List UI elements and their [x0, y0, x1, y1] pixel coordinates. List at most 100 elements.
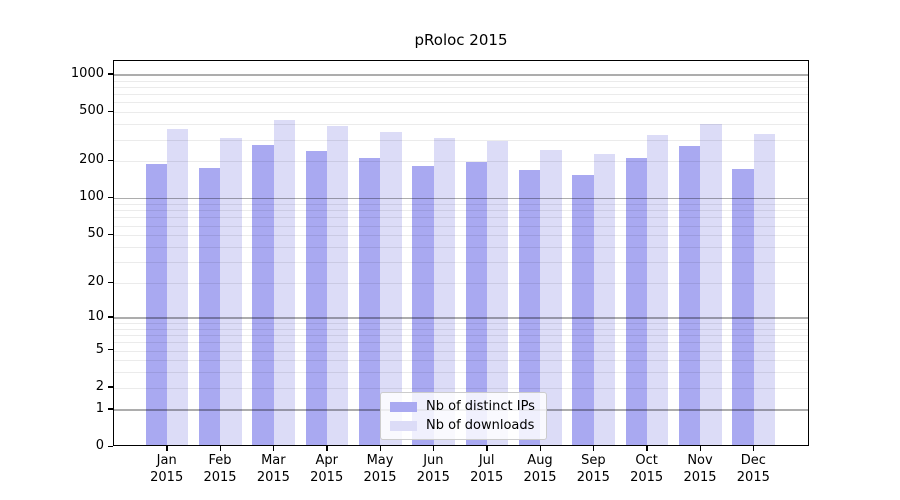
x-tick-year: 2015 [736, 470, 770, 485]
gridline-minor [114, 360, 808, 362]
y-tick-mark [108, 349, 113, 351]
x-tick-year: 2015 [256, 470, 290, 485]
gridline-minor [114, 350, 808, 352]
x-tick-year: 2015 [310, 470, 344, 485]
x-tick-label: Feb 2015 [190, 452, 250, 486]
x-tick-label: Aug 2015 [510, 452, 570, 486]
legend-entry-distinct-ips: Nb of distinct IPs [390, 399, 535, 414]
gridline-minor [114, 139, 808, 141]
gridline-minor [114, 94, 808, 96]
x-tick-month: May [366, 453, 394, 468]
y-tick-mark [108, 73, 113, 75]
gridline-major [114, 317, 808, 319]
x-tick-mark [166, 446, 168, 451]
gridline-minor [114, 217, 808, 219]
bar-ips-nov [679, 146, 701, 445]
y-tick-label: 20 [87, 274, 104, 290]
x-tick-mark [379, 446, 381, 451]
x-tick-month: Sep [581, 453, 606, 468]
bar-downloads-may [380, 132, 402, 445]
y-tick-mark [108, 196, 113, 199]
bar-downloads-dec [753, 134, 775, 445]
x-tick-mark [272, 446, 275, 451]
gridline-minor [114, 342, 808, 344]
x-tick-mark [592, 446, 595, 451]
y-tick-mark [108, 316, 113, 318]
gridline-minor [114, 112, 808, 114]
y-tick-mark [108, 281, 113, 283]
bar-downloads-jun [433, 137, 455, 445]
x-tick-label: Jul 2015 [457, 452, 517, 486]
gridline-minor [114, 323, 808, 324]
gridline-minor [114, 86, 808, 88]
y-tick-mark [108, 386, 113, 388]
x-tick-mark [432, 446, 435, 451]
x-tick-mark [326, 446, 328, 451]
bar-downloads-nov [700, 124, 722, 445]
bar-downloads-sep [593, 154, 615, 445]
x-tick-label: Nov 2015 [670, 452, 730, 486]
gridline-minor [114, 210, 808, 212]
x-tick-month: Mar [261, 453, 286, 468]
gridline-minor [114, 102, 808, 104]
y-tick-label: 0 [95, 438, 104, 453]
x-tick-label: Apr 2015 [297, 452, 357, 486]
bar-ips-sep [572, 174, 594, 445]
y-tick-label: 1 [95, 400, 104, 416]
gridline-minor [114, 387, 808, 389]
gridline-minor [114, 124, 808, 126]
x-tick-mark [699, 446, 701, 451]
bar-downloads-oct [646, 134, 669, 445]
bar-ips-aug [519, 170, 541, 445]
legend-entry-downloads: Nb of downloads [390, 418, 535, 433]
x-tick-mark [539, 446, 541, 451]
y-tick-label: 100 [79, 189, 104, 205]
x-tick-month: Feb [208, 453, 232, 468]
x-tick-month: Jan [156, 453, 177, 468]
y-tick-label: 5 [95, 341, 104, 357]
bar-downloads-jul [486, 140, 509, 445]
gridline-minor [114, 204, 808, 206]
plot-area: Nb of distinct IPs Nb of downloads [113, 60, 809, 446]
y-tick-label: 1000 [70, 65, 104, 81]
gridline-minor [114, 372, 808, 374]
legend-label-downloads: Nb of downloads [426, 418, 535, 433]
legend-label-distinct-ips: Nb of distinct IPs [426, 399, 535, 414]
y-tick-mark [108, 408, 113, 410]
bar-ips-may [359, 158, 381, 445]
y-tick-mark [108, 233, 113, 236]
gridline-minor [114, 225, 808, 227]
y-tick-mark [108, 159, 113, 162]
x-tick-month: Jul [478, 453, 495, 468]
x-tick-label: Sep 2015 [563, 452, 623, 486]
x-tick-year: 2015 [576, 470, 610, 485]
bar-ips-jul [465, 161, 487, 445]
y-tick-label: 200 [79, 152, 104, 168]
x-tick-month: Nov [687, 453, 713, 468]
x-tick-year: 2015 [630, 470, 664, 485]
x-tick-mark [486, 446, 488, 451]
y-tick-mark [108, 445, 113, 447]
bar-ips-mar [252, 144, 274, 445]
x-tick-year: 2015 [523, 470, 557, 485]
bar-downloads-mar [273, 119, 295, 445]
x-tick-label: Jun 2015 [403, 452, 463, 486]
bar-ips-jan [145, 164, 167, 445]
x-tick-mark [752, 446, 755, 451]
x-tick-year: 2015 [203, 470, 237, 485]
y-tick-label: 10 [87, 308, 104, 324]
legend: Nb of distinct IPs Nb of downloads [380, 392, 547, 440]
gridline-minor [114, 247, 808, 248]
x-tick-label: Dec 2015 [723, 452, 783, 486]
chart-title: pRoloc 2015 [414, 31, 508, 49]
x-tick-mark [646, 446, 648, 451]
x-tick-year: 2015 [470, 470, 504, 485]
gridline-minor [114, 283, 808, 285]
x-tick-year: 2015 [683, 470, 717, 485]
gridline-major [114, 74, 808, 76]
gridline-minor [114, 235, 808, 237]
bar-ips-apr [305, 150, 327, 445]
x-tick-year: 2015 [150, 470, 184, 485]
bar-ips-dec [732, 169, 754, 445]
